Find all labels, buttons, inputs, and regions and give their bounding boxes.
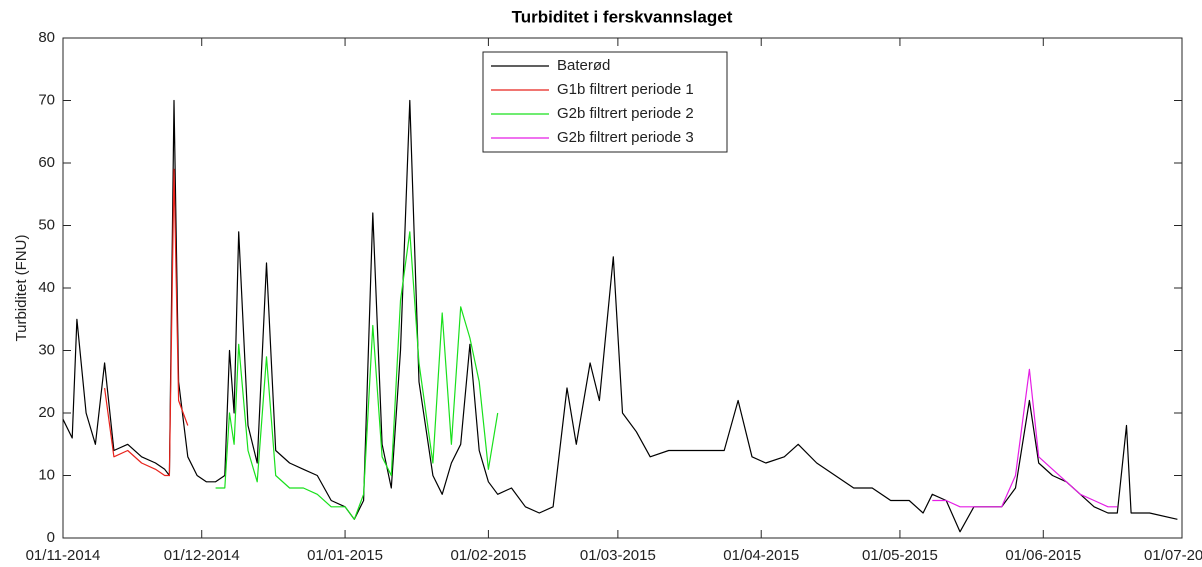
y-tick-label: 60 — [38, 154, 55, 171]
legend: Baterød G1b filtrert periode 1 G2b filtrer… — [482, 51, 728, 153]
legend-label: Baterød — [557, 57, 610, 74]
series-line — [104, 168, 189, 477]
legend-label: G2b filtrert periode 2 — [557, 105, 694, 122]
x-tick-label: 01/02-2015 — [450, 547, 526, 564]
y-tick-label: 20 — [38, 404, 55, 421]
x-tick-label: 01/04-2015 — [723, 547, 799, 564]
x-tick-label: 01/11-2014 — [26, 547, 101, 564]
x-tick-label: 01/07-2015 — [1144, 547, 1202, 564]
legend-label: G1b filtrert periode 1 — [557, 81, 694, 98]
series-line — [215, 231, 499, 520]
x-tick-label: 01/03-2015 — [580, 547, 656, 564]
x-tick-label: 01/01-2015 — [307, 547, 383, 564]
y-tick-label: 30 — [38, 341, 55, 358]
y-tick-label: 0 — [47, 529, 55, 546]
y-tick-label: 10 — [38, 466, 55, 483]
legend-label: G2b filtrert periode 3 — [557, 129, 694, 146]
chart-title: Turbiditet i ferskvannslaget — [512, 7, 733, 26]
y-tick-label: 80 — [38, 29, 55, 46]
series-line — [932, 368, 1118, 508]
y-tick-label: 70 — [38, 91, 55, 108]
y-axis-label: Turbiditet (FNU) — [13, 235, 30, 342]
x-tick-label: 01/12-2014 — [164, 547, 240, 564]
legend-box — [482, 51, 728, 153]
x-tick-label: 01/05-2015 — [862, 547, 938, 564]
x-tick-label: 01/06-2015 — [1005, 547, 1081, 564]
series-line — [62, 99, 1178, 533]
y-tick-label: 50 — [38, 216, 55, 233]
y-tick-label: 40 — [38, 279, 55, 296]
